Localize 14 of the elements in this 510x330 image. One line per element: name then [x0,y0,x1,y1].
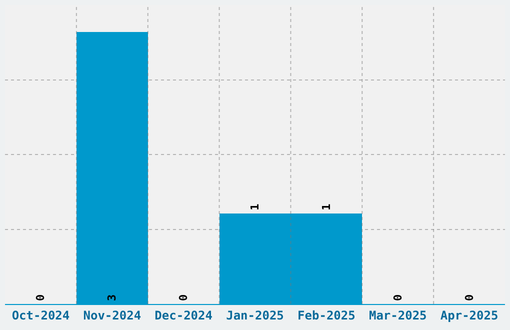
data-label: 1 [320,203,333,210]
x-tick-label: Nov-2024 [83,308,142,322]
x-tick-label: Mar-2025 [368,308,427,322]
x-tick-label: Dec-2024 [154,308,212,322]
x-tick-label: Apr-2025 [440,308,498,322]
data-label: 0 [177,294,190,301]
data-label: 0 [391,294,404,301]
x-tick-label: Oct-2024 [12,308,70,322]
data-label: 0 [34,294,48,301]
data-label: 1 [248,203,262,210]
x-tick-label: Jan-2025 [226,308,284,322]
x-tick-label: Feb-2025 [298,308,356,322]
data-label: 3 [106,294,119,301]
data-label: 0 [462,294,476,301]
